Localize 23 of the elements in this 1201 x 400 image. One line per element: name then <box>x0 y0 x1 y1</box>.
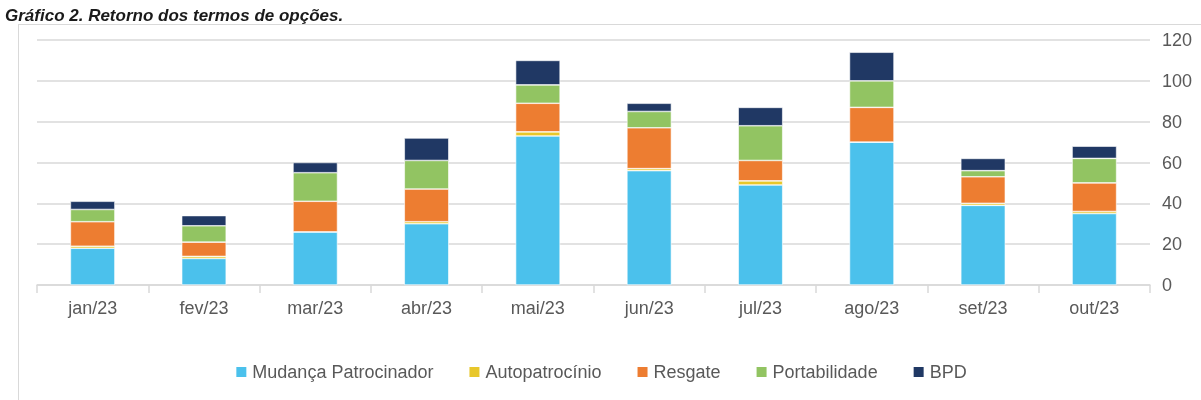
y-tick-label: 120 <box>1162 30 1193 50</box>
x-tick-label: jan/23 <box>67 298 118 318</box>
legend-label: Portabilidade <box>772 362 878 382</box>
x-tick-label: fev/23 <box>179 298 229 318</box>
x-tick-label: ago/23 <box>844 298 900 318</box>
x-tick-label: mai/23 <box>510 298 565 318</box>
legend-label: BPD <box>929 362 967 382</box>
legend-label: Mudança Patrocinador <box>252 362 434 382</box>
y-tick-label: 100 <box>1162 70 1193 91</box>
x-tick-label: jul/23 <box>737 298 782 318</box>
y-tick-label: 60 <box>1162 152 1183 173</box>
x-tick-label: jun/23 <box>623 298 674 318</box>
y-tick-label: 40 <box>1162 193 1183 214</box>
y-tick-label: 80 <box>1162 111 1183 132</box>
x-tick-label: abr/23 <box>401 298 453 318</box>
x-tick-label: out/23 <box>1069 298 1120 318</box>
y-tick-label: 0 <box>1162 275 1173 295</box>
legend-label: Autopatrocínio <box>485 362 602 382</box>
y-tick-label: 20 <box>1162 234 1183 255</box>
x-tick-label: mar/23 <box>287 298 344 318</box>
x-tick-label: set/23 <box>958 298 1008 318</box>
legend-label: Resgate <box>653 362 721 382</box>
chart-title: Gráfico 2. Retorno dos termos de opções. <box>5 6 344 25</box>
